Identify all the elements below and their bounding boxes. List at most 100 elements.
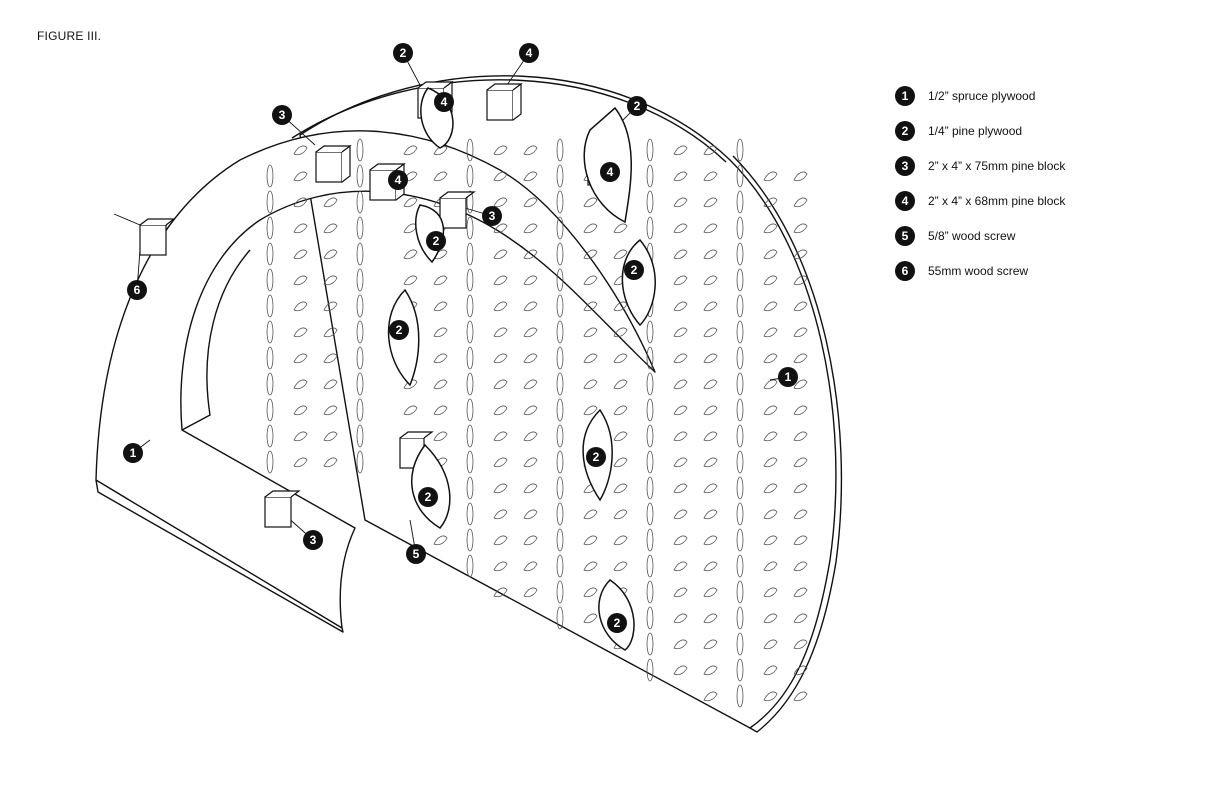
legend-number-badge: 2 bbox=[895, 120, 915, 141]
slot-mark bbox=[323, 197, 338, 208]
slot-mark bbox=[323, 353, 338, 364]
slot-mark bbox=[583, 561, 598, 572]
slot-mark bbox=[556, 398, 564, 422]
slot-mark bbox=[556, 268, 564, 292]
slot-mark bbox=[583, 275, 598, 286]
slot-mark bbox=[356, 450, 364, 474]
slot-mark bbox=[793, 223, 808, 234]
slot-mark bbox=[493, 431, 508, 442]
slot-mark bbox=[703, 405, 718, 416]
callout-badge: 3 bbox=[272, 105, 292, 125]
slot-mark bbox=[673, 483, 688, 494]
slot-mark bbox=[793, 431, 808, 442]
slot-mark bbox=[266, 320, 274, 344]
slot-mark bbox=[266, 268, 274, 292]
slot-mark bbox=[703, 457, 718, 468]
slot-mark bbox=[556, 216, 564, 240]
slot-mark bbox=[433, 379, 448, 390]
slot-mark bbox=[466, 138, 474, 162]
slot-mark bbox=[293, 145, 308, 156]
slot-mark bbox=[736, 398, 744, 422]
slot-mark bbox=[736, 216, 744, 240]
slot-mark bbox=[323, 249, 338, 260]
legend-number-badge: 4 bbox=[895, 190, 915, 211]
slot-mark bbox=[613, 353, 628, 364]
slot-mark bbox=[736, 554, 744, 578]
slot-mark bbox=[613, 561, 628, 572]
slot-mark bbox=[556, 450, 564, 474]
slot-mark bbox=[466, 346, 474, 370]
slot-mark bbox=[646, 606, 654, 630]
slot-mark bbox=[646, 190, 654, 214]
slot-mark bbox=[646, 398, 654, 422]
slot-mark bbox=[673, 197, 688, 208]
slot-mark bbox=[673, 665, 688, 676]
slot-mark bbox=[703, 561, 718, 572]
slot-mark bbox=[763, 665, 778, 676]
slot-mark bbox=[763, 535, 778, 546]
callout-number: 4 bbox=[395, 173, 402, 187]
slot-mark bbox=[673, 431, 688, 442]
callout-number: 2 bbox=[593, 450, 600, 464]
slot-mark bbox=[493, 509, 508, 520]
slot-mark bbox=[763, 587, 778, 598]
slot-mark bbox=[466, 268, 474, 292]
slot-mark bbox=[493, 587, 508, 598]
callout-number: 1 bbox=[130, 446, 137, 460]
slot-mark bbox=[793, 275, 808, 286]
callout-badge: 2 bbox=[389, 320, 409, 340]
slot-mark bbox=[493, 379, 508, 390]
parts-legend: 1 1/2” spruce plywood 2 1/4” pine plywoo… bbox=[895, 78, 1195, 288]
slot-mark bbox=[523, 431, 538, 442]
slot-mark bbox=[293, 223, 308, 234]
slot-mark bbox=[293, 275, 308, 286]
callout-badge: 4 bbox=[388, 170, 408, 190]
back-panel-edge bbox=[291, 79, 727, 163]
slot-mark bbox=[403, 249, 418, 260]
slot-mark bbox=[323, 457, 338, 468]
slot-mark bbox=[356, 164, 364, 188]
slot-mark bbox=[466, 372, 474, 396]
slot-mark bbox=[293, 379, 308, 390]
slot-mark bbox=[703, 171, 718, 182]
slot-mark bbox=[556, 346, 564, 370]
slot-mark bbox=[736, 658, 744, 682]
slot-mark bbox=[703, 587, 718, 598]
legend-label: 1/2” spruce plywood bbox=[928, 88, 1036, 103]
slot-mark bbox=[266, 346, 274, 370]
slot-mark bbox=[583, 405, 598, 416]
slot-mark bbox=[646, 138, 654, 162]
pine-block-4-left bbox=[139, 218, 176, 256]
slot-mark bbox=[403, 197, 418, 208]
slot-mark bbox=[293, 197, 308, 208]
slot-mark bbox=[646, 450, 654, 474]
slot-mark bbox=[703, 665, 718, 676]
slot-mark bbox=[523, 145, 538, 156]
slot-mark bbox=[703, 353, 718, 364]
slot-mark bbox=[793, 249, 808, 260]
callout-badge: 5 bbox=[406, 544, 426, 564]
slot-mark bbox=[523, 509, 538, 520]
slot-mark bbox=[356, 138, 364, 162]
slot-mark bbox=[523, 197, 538, 208]
slot-mark bbox=[523, 483, 538, 494]
slot-mark bbox=[703, 535, 718, 546]
slot-mark bbox=[323, 223, 338, 234]
slot-mark bbox=[356, 424, 364, 448]
slot-mark bbox=[763, 691, 778, 702]
slot-mark bbox=[646, 580, 654, 604]
slot-mark bbox=[433, 301, 448, 312]
pine-block-3-top bbox=[315, 144, 352, 183]
slot-mark bbox=[673, 353, 688, 364]
callout-badge: 4 bbox=[519, 43, 539, 63]
slot-mark bbox=[763, 353, 778, 364]
callout-badge: 1 bbox=[123, 443, 143, 463]
slot-mark bbox=[763, 171, 778, 182]
callout-badge: 4 bbox=[434, 92, 454, 112]
slot-mark bbox=[433, 327, 448, 338]
legend-item: 3 2” x 4” x 75mm pine block bbox=[895, 148, 1195, 183]
slot-mark bbox=[583, 587, 598, 598]
slot-mark bbox=[736, 684, 744, 708]
callout-badge: 6 bbox=[127, 280, 147, 300]
